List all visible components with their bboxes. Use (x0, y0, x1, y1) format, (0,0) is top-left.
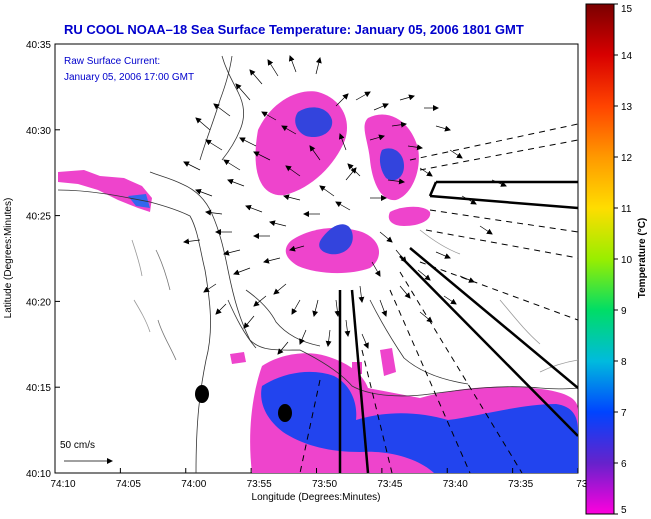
colorbar-tick-label: 9 (621, 306, 627, 317)
radar-site-marker (195, 385, 209, 403)
scale-label: 50 cm/s (60, 440, 95, 451)
map-title: RU COOL NOAA–18 Sea Surface Temperature:… (64, 22, 524, 37)
colorbar-tick-label: 11 (621, 204, 632, 215)
colorbar (585, 3, 615, 515)
x-tick-label: 74:10 (50, 479, 75, 490)
x-axis-label: Longitude (Degrees:Minutes) (252, 492, 381, 503)
radar-site-marker (278, 404, 292, 422)
y-axis-label: Latitude (Degrees:Minutes) (3, 198, 14, 319)
colorbar-tick-label: 12 (621, 153, 633, 164)
current-vectors (183, 55, 507, 355)
sst-patch-center-core (319, 224, 353, 255)
colorbar-tick-label: 7 (621, 408, 627, 419)
sst-patch-east-core (379, 148, 404, 181)
y-axis-ticks: 40:35 40:30 40:25 40:20 40:15 40:10 (26, 40, 60, 480)
sst-patch-small-east (388, 206, 431, 226)
colorbar-tick-label: 10 (621, 255, 633, 266)
x-tick-label: 73:55 (247, 479, 272, 490)
colorbar-tick-label: 8 (621, 357, 627, 368)
y-tick-label: 40:20 (26, 297, 51, 308)
current-label-line2: January 05, 2006 17:00 GMT (64, 72, 194, 83)
sst-patch-north-core (295, 107, 333, 138)
y-tick-label: 40:10 (26, 469, 51, 480)
colorbar-label: Temperature (°C) (637, 218, 648, 299)
x-axis-ticks: 74:10 74:05 74:00 73:55 73:50 73:45 73:40 73:35… (50, 468, 596, 490)
x-tick-label: 73:35 (508, 479, 533, 490)
x-tick-label: 74:05 (116, 479, 141, 490)
y-tick-label: 40:15 (26, 383, 51, 394)
sst-patch-coast (58, 170, 152, 212)
y-tick-label: 40:30 (26, 126, 51, 137)
sst-patches (58, 91, 578, 473)
colorbar-ticks: 15 14 13 12 11 10 9 8 7 6 5 (614, 3, 633, 516)
colorbar-tick-label: 14 (621, 51, 633, 62)
current-label-line1: Raw Surface Current: (64, 56, 160, 67)
colorbar-tick-label: 13 (621, 102, 633, 113)
x-tick-label: 73:50 (312, 479, 337, 490)
x-tick-label: 74:00 (181, 479, 206, 490)
x-tick-label: 73:45 (377, 479, 402, 490)
coastline-contours (57, 55, 578, 473)
colorbar-tick-label: 15 (621, 4, 633, 15)
y-tick-label: 40:25 (26, 212, 51, 223)
radar-coverage-lines (299, 123, 578, 473)
x-tick-label: 73:40 (443, 479, 468, 490)
colorbar-tick-label: 6 (621, 459, 627, 470)
colorbar-tick-label: 5 (621, 505, 627, 516)
y-tick-label: 40:35 (26, 40, 51, 51)
